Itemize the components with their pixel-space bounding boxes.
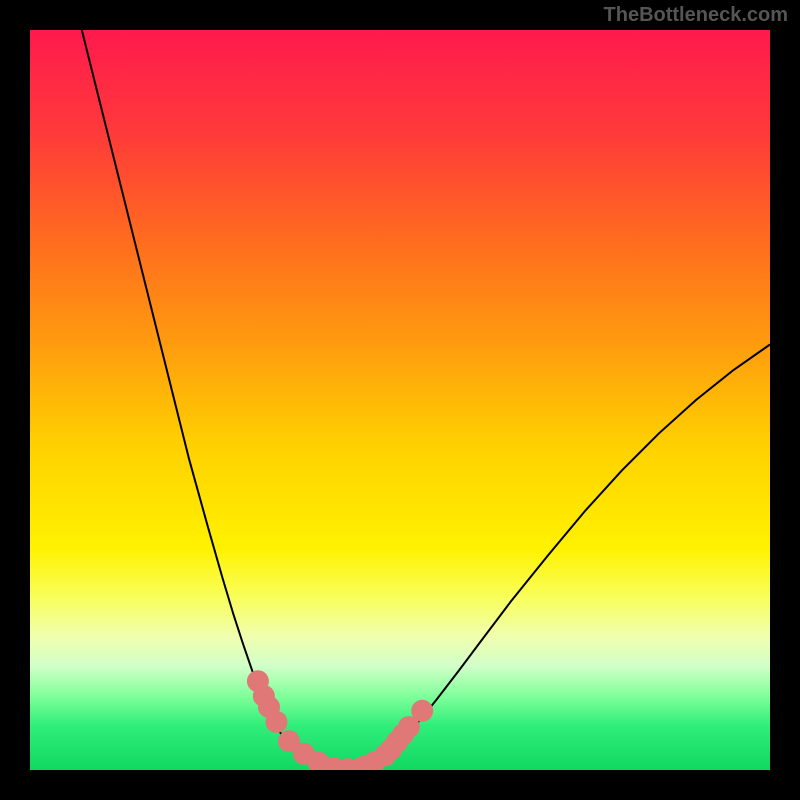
chart-container: TheBottleneck.com [0, 0, 800, 800]
plot-svg [30, 30, 770, 770]
gradient-background [30, 30, 770, 770]
marker-point [265, 711, 287, 733]
plot-area [30, 30, 770, 770]
watermark-text: TheBottleneck.com [604, 4, 788, 27]
marker-point [411, 700, 433, 722]
